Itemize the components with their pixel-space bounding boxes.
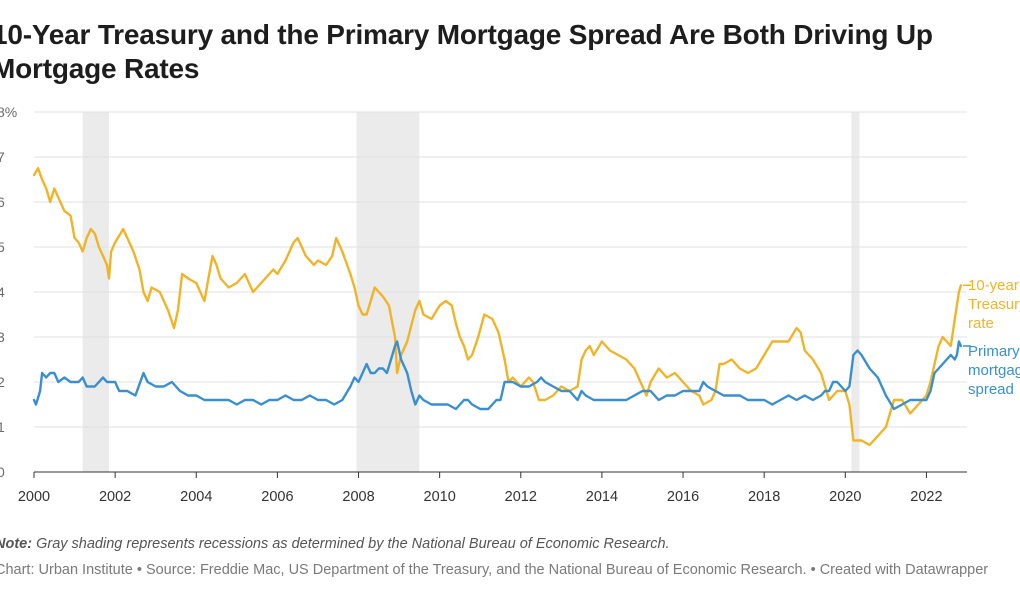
- series-label-1-line-2: Treasury: [968, 296, 1020, 313]
- chart-note: Note: Gray shading represents recessions…: [0, 536, 670, 552]
- x-axis-tick-labels: 2000 2002 2004 2006 2008 2010 2012 2014 2016 2018…: [18, 472, 943, 505]
- y-tick-label-3: 3: [0, 329, 5, 345]
- y-tick-label-7: 7: [0, 149, 5, 165]
- y-tick-label-6: 6: [0, 194, 5, 210]
- x-tick-label-2004: 2004: [180, 489, 212, 505]
- x-tick-label-2022: 2022: [910, 489, 942, 505]
- x-tick-label-2016: 2016: [667, 489, 699, 505]
- series-label-2-line-2: mortgage: [968, 362, 1020, 379]
- note-label: Note:: [0, 536, 33, 552]
- y-tick-label-2: 2: [0, 374, 5, 390]
- series-line-1: [32, 167, 963, 447]
- y-tick-label-4: 4: [0, 284, 5, 300]
- y-tick-label-0: 0: [0, 464, 5, 480]
- x-tick-label-2014: 2014: [586, 489, 618, 505]
- series-labels-layer: 10-year Treasury rate Primary mortgage spread: [962, 277, 1020, 398]
- y-tick-label-1: 1: [0, 419, 5, 435]
- x-tick-label-2000: 2000: [18, 489, 50, 505]
- y-tick-label-8: 8%: [0, 104, 17, 120]
- chart-title: 10-Year Treasury and the Primary Mortgag…: [0, 19, 933, 84]
- x-tick-label-2010: 2010: [424, 489, 456, 505]
- y-tick-label-5: 5: [0, 239, 5, 255]
- x-tick-label-2018: 2018: [748, 489, 780, 505]
- series-label-2-line-1: Primary: [968, 343, 1020, 360]
- series-label-1-line-1: 10-year: [968, 277, 1019, 294]
- x-tick-label-2008: 2008: [342, 489, 374, 505]
- series-label-2-line-3: spread: [968, 381, 1014, 398]
- series-line-2: [32, 340, 963, 411]
- x-tick-label-2012: 2012: [505, 489, 537, 505]
- gridlines-layer: [34, 111, 967, 473]
- x-tick-label-2006: 2006: [261, 489, 293, 505]
- series-layer: [32, 167, 963, 447]
- x-tick-label-2002: 2002: [99, 489, 131, 505]
- series-label-1-line-3: rate: [968, 315, 994, 332]
- note-text: Gray shading represents recessions as de…: [36, 536, 670, 552]
- chart-credit: Chart: Urban Institute • Source: Freddie…: [0, 562, 989, 578]
- y-axis-tick-labels: 0 1 2 3 4 5 6 7 8%: [0, 104, 17, 480]
- x-tick-label-2020: 2020: [829, 489, 861, 505]
